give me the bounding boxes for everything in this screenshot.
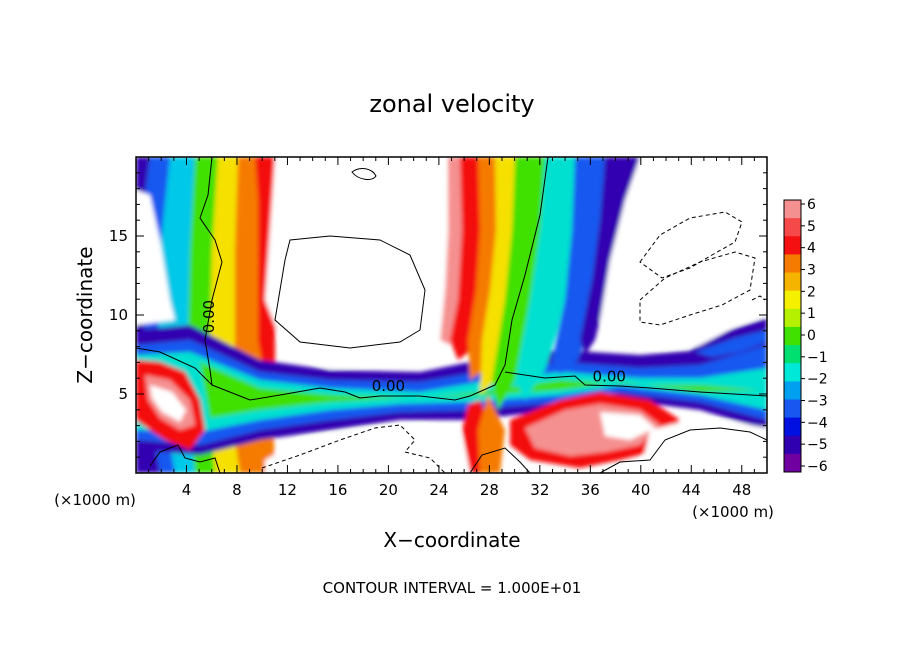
colorbar-swatch bbox=[784, 200, 801, 219]
contour-zero-lower bbox=[211, 157, 549, 401]
y-tick-label: 10 bbox=[109, 306, 128, 324]
colorbar: 6 5 4 3 2 1 0 −1 −2 −3 −4 −5 −6 bbox=[783, 197, 828, 475]
colorbar-label: −5 bbox=[807, 437, 828, 453]
x-tick-label: 20 bbox=[379, 481, 398, 499]
x-tick-label: 36 bbox=[581, 481, 600, 499]
colorbar-swatch bbox=[784, 453, 801, 473]
field-blob-left-white bbox=[150, 385, 186, 422]
field-band-center-orange bbox=[468, 157, 505, 380]
contour-zero-right bbox=[504, 371, 767, 397]
contour-label: 0.00 bbox=[372, 377, 405, 395]
x-tick-label: 8 bbox=[232, 481, 242, 499]
x-tick-label: 16 bbox=[328, 481, 347, 499]
x-tick-label: 32 bbox=[530, 481, 549, 499]
field-band-lower-cyan bbox=[136, 352, 767, 432]
colorbar-swatch bbox=[784, 381, 801, 400]
field-white-upper-left bbox=[265, 157, 448, 368]
y-tick-label: 5 bbox=[118, 385, 128, 403]
colorbar-swatch bbox=[784, 236, 801, 255]
y-axis-label: Z−coordinate bbox=[73, 246, 97, 383]
contour-interval-note: CONTOUR INTERVAL = 1.000E+01 bbox=[323, 579, 582, 597]
colorbar-swatch bbox=[784, 290, 801, 310]
y-tick-label: 15 bbox=[109, 227, 128, 245]
contour-neg-mid-right bbox=[639, 251, 756, 326]
colorbar-label: 4 bbox=[807, 241, 816, 257]
contour-zero-bottom-center bbox=[469, 447, 531, 473]
colorbar-label: 1 bbox=[807, 306, 816, 322]
x-axis: 4 8 12 16 20 24 28 32 36 40 44 48 bbox=[148, 157, 755, 499]
x-tick-label: 4 bbox=[182, 481, 192, 499]
colorbar-swatch bbox=[784, 435, 801, 455]
colorbar-label: −6 bbox=[807, 459, 828, 475]
colorbar-swatch bbox=[784, 417, 801, 437]
colorbar-swatch bbox=[784, 399, 801, 419]
velocity-field bbox=[136, 157, 767, 473]
chart-title: zonal velocity bbox=[369, 90, 534, 118]
contour-neg-bottom-middle bbox=[261, 424, 446, 473]
field-white-bottom-right bbox=[640, 420, 767, 473]
field-tongue-center-orange bbox=[478, 395, 505, 473]
contour-neg-small-right bbox=[751, 295, 766, 301]
contour-zero-left bbox=[136, 157, 223, 387]
x-unit-right: (×1000 m) bbox=[692, 503, 774, 521]
x-tick-label: 12 bbox=[278, 481, 297, 499]
field-white-bottom-middle bbox=[265, 425, 470, 473]
colorbar-swatch bbox=[784, 363, 801, 382]
x-tick-label: 40 bbox=[631, 481, 650, 499]
field-blob-right-white bbox=[600, 412, 655, 440]
contour-lines bbox=[136, 157, 767, 473]
x-axis-label: X−coordinate bbox=[383, 528, 520, 552]
colorbar-swatch bbox=[784, 272, 801, 292]
colorbar-label: 6 bbox=[807, 197, 816, 213]
colorbar-label: −2 bbox=[807, 372, 828, 388]
contour-zero-bottom-right bbox=[599, 427, 767, 473]
field-white-upper-right bbox=[600, 157, 767, 348]
x-tick-label: 44 bbox=[682, 481, 701, 499]
colorbar-swatch bbox=[784, 326, 801, 346]
field-white-left-corner bbox=[136, 190, 175, 325]
colorbar-label: 3 bbox=[807, 263, 816, 279]
colorbar-label: 0 bbox=[807, 328, 816, 344]
plot-area: 0.00 0.00 0.00 bbox=[136, 157, 767, 473]
colorbar-label: −3 bbox=[807, 394, 828, 410]
colorbar-label: −1 bbox=[807, 350, 828, 366]
y-axis: 5 10 15 bbox=[109, 172, 767, 458]
x-tick-label: 24 bbox=[429, 481, 448, 499]
contour-label: 0.00 bbox=[200, 300, 218, 333]
contour-labels: 0.00 0.00 0.00 bbox=[200, 300, 626, 395]
x-tick-label: 28 bbox=[480, 481, 499, 499]
x-unit-left: (×1000 m) bbox=[54, 491, 136, 509]
colorbar-swatch bbox=[784, 308, 801, 328]
field-strip-right-blue bbox=[695, 330, 767, 357]
contour-zero-closed-upper bbox=[274, 235, 426, 349]
contour-zero-bottom-left bbox=[149, 444, 221, 473]
colorbar-label: 2 bbox=[807, 284, 816, 300]
contour-label: 0.00 bbox=[593, 367, 626, 385]
field-band-center-cyan bbox=[515, 157, 585, 400]
colorbar-swatch bbox=[784, 218, 801, 237]
colorbar-label: −4 bbox=[807, 415, 828, 431]
x-tick-label: 48 bbox=[732, 481, 751, 499]
colorbar-label: 5 bbox=[807, 219, 816, 235]
contour-zero-small-loop bbox=[351, 168, 377, 180]
colorbar-swatch bbox=[784, 254, 801, 274]
colorbar-frame bbox=[783, 199, 802, 473]
colorbar-swatch bbox=[784, 345, 801, 364]
